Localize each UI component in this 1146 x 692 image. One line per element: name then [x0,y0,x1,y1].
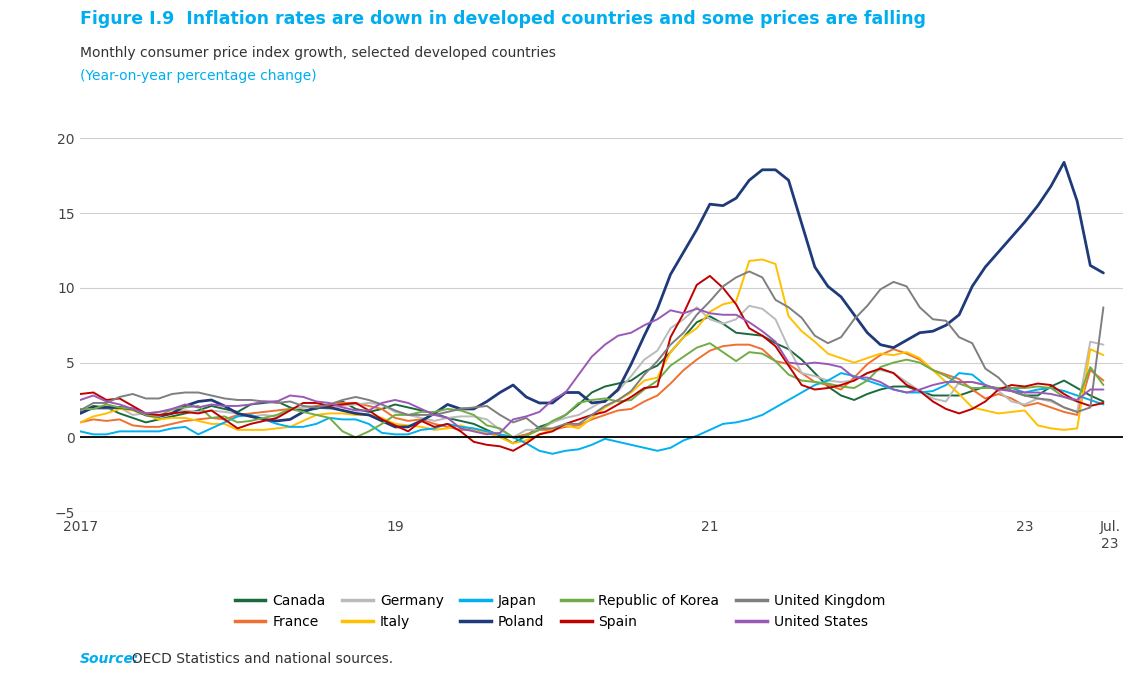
Text: (Year-on-year percentage change): (Year-on-year percentage change) [80,69,316,83]
Text: Monthly consumer price index growth, selected developed countries: Monthly consumer price index growth, sel… [80,46,556,60]
Text: OECD Statistics and national sources.: OECD Statistics and national sources. [123,652,393,666]
Legend: Canada, France, Germany, Italy, Japan, Poland, Republic of Korea, Spain, United : Canada, France, Germany, Italy, Japan, P… [235,594,885,629]
Text: Source:: Source: [80,652,140,666]
Text: Figure I.9  Inflation rates are down in developed countries and some prices are : Figure I.9 Inflation rates are down in d… [80,10,926,28]
